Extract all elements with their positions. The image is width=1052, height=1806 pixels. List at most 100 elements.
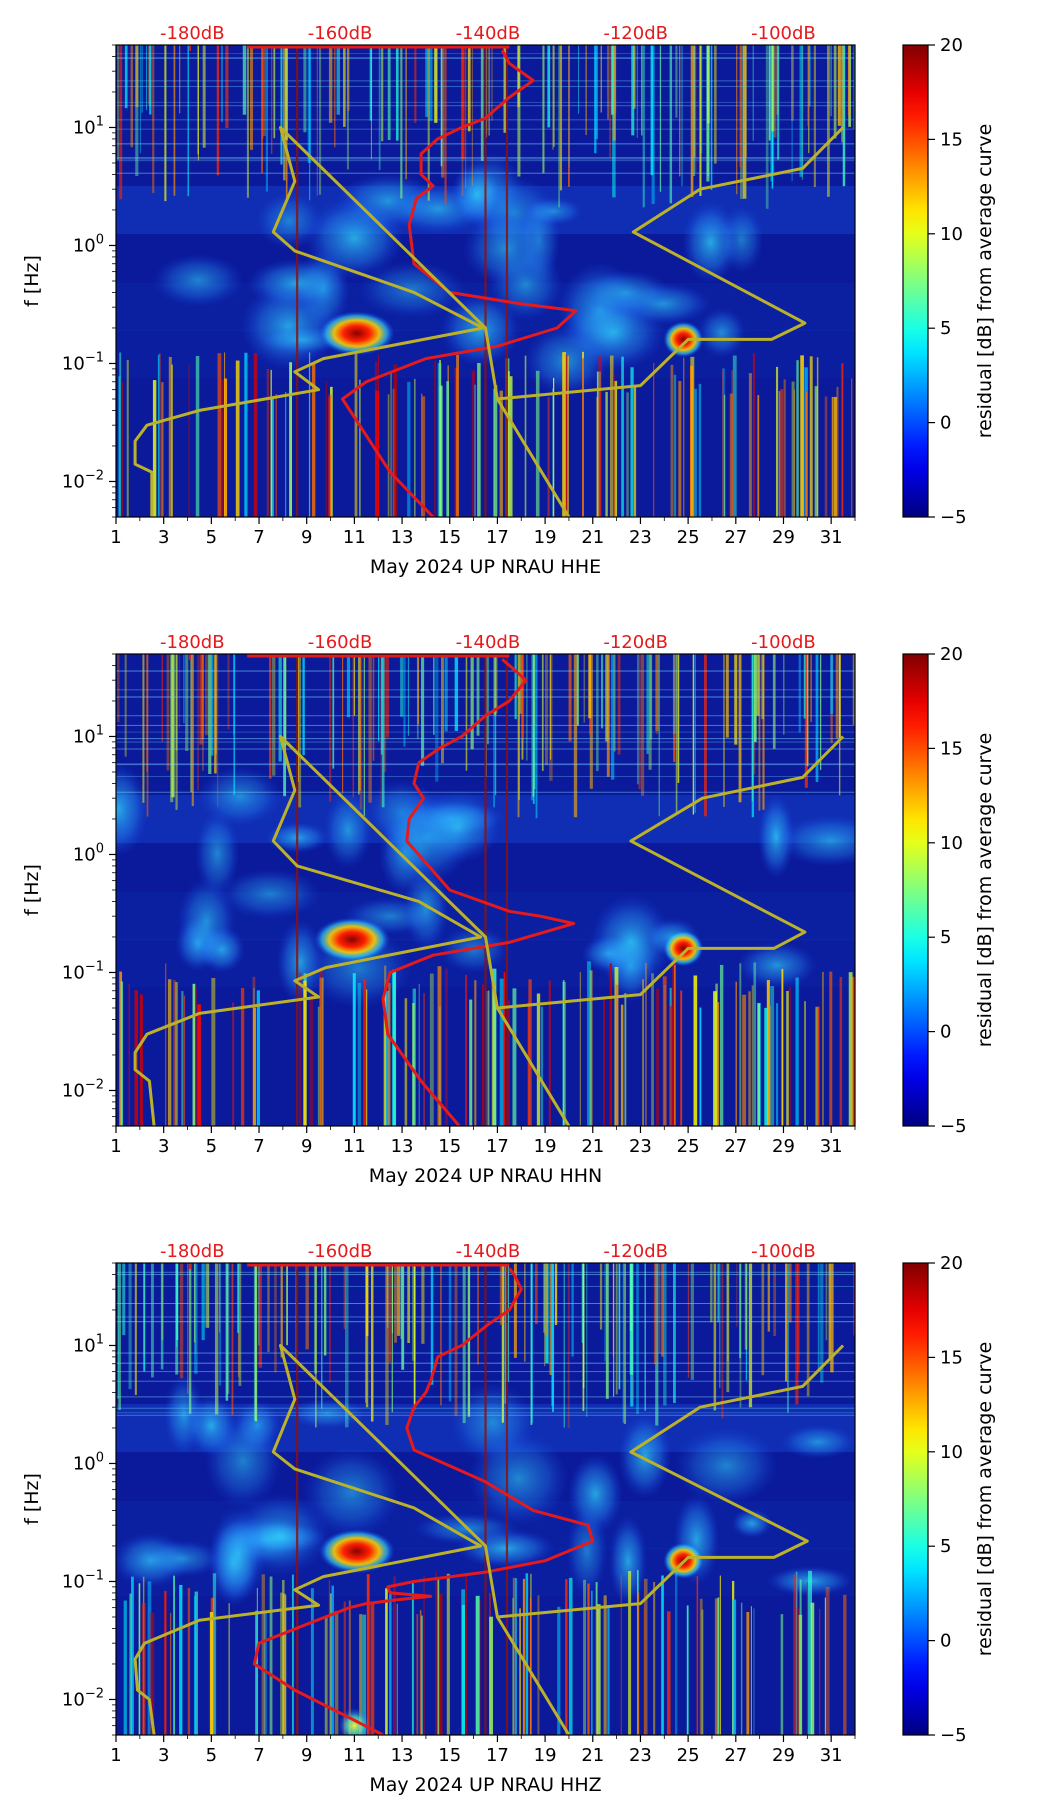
x-tick-label: 13 [391,527,414,548]
colorbar-tick-label: 0 [940,413,951,434]
y-tick-label: 10−1 [62,959,104,983]
colorbar-gradient [902,653,929,1127]
x-tick-label: 13 [391,1136,414,1157]
x-tick-label: 23 [629,1136,652,1157]
x-tick-label: 29 [772,527,795,548]
panel-2: 1 3 5 7 9 11 13 15 17 19 21 23 25 27 29 3110110010−110−… [21,632,996,1187]
colorbar-tick-label: 5 [940,927,951,948]
y-tick-label: 100 [73,1450,104,1474]
x-tick-label: 7 [253,1136,264,1157]
y-tick-label: 10−2 [62,468,104,492]
x-tick-label: 17 [486,527,509,548]
x-tick-label: 17 [486,1745,509,1766]
colorbar-tick-label: 0 [940,1022,951,1043]
model-curve [133,1344,845,1735]
colorbar-tick-label: 20 [940,644,963,665]
x-tick-label: 25 [677,527,700,548]
top-db-label: -140dB [456,632,521,653]
top-db-label: -180dB [160,23,225,44]
hotspot-1 [318,311,395,356]
y-tick-label: 10−1 [62,1568,104,1592]
y-tick-label: 100 [73,232,104,256]
x-axis-label: May 2024 UP NRAU HHZ [369,1774,601,1796]
x-tick-label: 11 [343,1745,366,1766]
x-tick-label: 19 [534,1136,557,1157]
x-tick-label: 5 [206,1136,217,1157]
colorbar-label: residual [dB] from average curve [974,124,996,439]
x-tick-label: 3 [158,527,169,548]
x-tick-label: 5 [206,527,217,548]
x-tick-label: 17 [486,1136,509,1157]
x-tick-label: 13 [391,1745,414,1766]
y-tick-label: 101 [73,723,104,747]
top-db-label: -120dB [603,23,668,44]
x-tick-label: 1 [110,527,121,548]
x-tick-label: 11 [343,1136,366,1157]
x-tick-label: 9 [301,1745,312,1766]
colorbar-tick-label: 20 [940,1253,963,1274]
x-tick-label: 25 [677,1745,700,1766]
x-tick-label: 1 [110,1745,121,1766]
colorbar-tick-label: 0 [940,1631,951,1652]
hotspot-2 [663,321,704,358]
y-tick-label: 10−2 [62,1077,104,1101]
x-tick-label: 27 [724,527,747,548]
top-db-label: -180dB [160,632,225,653]
top-db-label: -100dB [751,1241,816,1262]
top-db-label: -100dB [751,23,816,44]
x-tick-label: 5 [206,1745,217,1766]
y-tick-label: 10−2 [62,1686,104,1710]
top-db-label: -160dB [308,1241,373,1262]
x-tick-label: 3 [158,1136,169,1157]
colorbar: 20 15 10 5 0 −5 residual [dB] from average cur… [902,1253,996,1746]
colorbar-tick-label: 5 [940,318,951,339]
colorbar-tick-label: 15 [940,1347,963,1368]
x-tick-label: 31 [820,1136,843,1157]
x-axis-label: May 2024 UP NRAU HHE [370,556,601,578]
x-tick-label: 21 [581,1136,604,1157]
y-axis-label: f [Hz] [21,864,43,916]
noise-curve [252,1267,595,1735]
colorbar-gradient [902,1262,929,1736]
x-tick-label: 27 [724,1745,747,1766]
y-tick-label: 100 [73,841,104,865]
colorbar-tick-label: 10 [940,1442,963,1463]
y-tick-label: 101 [73,114,104,138]
x-tick-label: 15 [438,1745,461,1766]
x-tick-label: 19 [534,1745,557,1766]
y-tick-label: 10−1 [62,350,104,374]
x-tick-label: 11 [343,527,366,548]
top-db-label: -180dB [160,1241,225,1262]
model-curve [133,126,845,517]
x-tick-label: 21 [581,1745,604,1766]
x-tick-label: 27 [724,1136,747,1157]
colorbar-tick-label: −5 [940,1116,967,1137]
colorbar-label: residual [dB] from average curve [974,1342,996,1657]
x-tick-label: 23 [629,1745,652,1766]
top-db-label: -120dB [603,632,668,653]
x-tick-label: 31 [820,527,843,548]
x-tick-label: 29 [772,1136,795,1157]
spectrogram [116,45,855,517]
spectrogram [116,1263,855,1735]
top-db-label: -140dB [456,1241,521,1262]
hotspot-1 [314,917,391,962]
x-tick-label: 21 [581,527,604,548]
top-db-label: -140dB [456,23,521,44]
y-axis-label: f [Hz] [21,255,43,307]
top-db-label: -100dB [751,632,816,653]
hotspot-2 [663,930,704,967]
colorbar-tick-label: −5 [940,507,967,528]
panel-1: 1 3 5 7 9 11 13 15 17 19 21 23 25 27 29 3110110010−110−… [21,23,996,578]
x-tick-label: 19 [534,527,557,548]
x-tick-label: 9 [301,1136,312,1157]
x-tick-label: 7 [253,527,264,548]
x-axis-label: May 2024 UP NRAU HHN [369,1165,603,1187]
x-tick-label: 25 [677,1136,700,1157]
colorbar-gradient [902,44,929,518]
x-tick-label: 9 [301,527,312,548]
top-db-label: -120dB [603,1241,668,1262]
colorbar-tick-label: −5 [940,1725,967,1746]
colorbar-tick-label: 20 [940,35,963,56]
panel-3: 1 3 5 7 9 11 13 15 17 19 21 23 25 27 29 3110110010−110−… [21,1241,996,1796]
